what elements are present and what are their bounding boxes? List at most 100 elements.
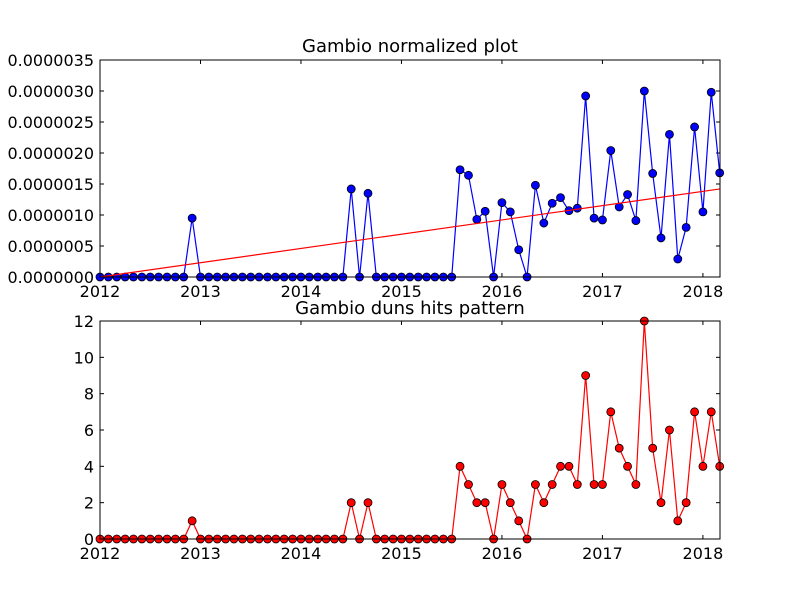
data-point bbox=[581, 371, 591, 380]
data-point bbox=[539, 498, 549, 508]
data-point bbox=[698, 207, 708, 217]
y-tick-label: 4 bbox=[84, 457, 94, 476]
y-tick-label: 0.0000015 bbox=[7, 175, 94, 194]
data-point bbox=[547, 198, 557, 208]
data-point bbox=[363, 498, 373, 508]
data-point bbox=[480, 206, 490, 216]
y-tick-label: 0.0000025 bbox=[7, 113, 94, 132]
y-tick-label: 2 bbox=[84, 494, 94, 513]
data-point bbox=[581, 91, 591, 101]
y-tick-label: 12 bbox=[74, 312, 94, 331]
data-point bbox=[690, 122, 699, 132]
x-tick-label: 2012 bbox=[80, 282, 121, 301]
data-point bbox=[656, 498, 666, 508]
data-point bbox=[505, 207, 515, 217]
data-point bbox=[656, 233, 666, 243]
x-tick-label: 2018 bbox=[683, 544, 724, 563]
y-tick-label: 0.0000020 bbox=[7, 144, 94, 163]
axes-frame bbox=[99, 59, 721, 278]
x-axis: 2012 2013 2014 2015 2016 2017 2018 bbox=[80, 321, 724, 563]
y-tick-label: 6 bbox=[84, 421, 94, 440]
data-point bbox=[673, 254, 683, 264]
data-point bbox=[464, 170, 473, 180]
y-tick-label: 8 bbox=[84, 385, 94, 404]
data-point bbox=[639, 86, 649, 96]
data-point bbox=[472, 498, 482, 508]
y-axis: 0 2 4 6 8 10 12 bbox=[74, 312, 720, 549]
x-tick-label: 2015 bbox=[381, 282, 422, 301]
y-tick-label: 0.0000035 bbox=[7, 51, 94, 70]
chart-hits: Gambio duns hits pattern 0 2 4 6 8 10 12 2012 2… bbox=[74, 298, 725, 563]
data-point bbox=[572, 203, 582, 213]
data-point bbox=[514, 245, 524, 255]
data-point bbox=[673, 516, 683, 526]
x-tick-label: 2013 bbox=[180, 282, 221, 301]
y-tick-label: 0 bbox=[84, 530, 94, 549]
y-tick-label: 10 bbox=[74, 348, 94, 367]
data-point bbox=[631, 216, 641, 225]
data-point bbox=[531, 180, 540, 190]
chart-normalized: Gambio normalized plot 0.0000000 0.000000… bbox=[7, 36, 725, 301]
data-point bbox=[606, 407, 616, 417]
x-tick-label: 2012 bbox=[80, 544, 121, 563]
data-point bbox=[665, 129, 674, 139]
data-point bbox=[556, 193, 565, 203]
x-tick-label: 2013 bbox=[180, 544, 221, 563]
data-point bbox=[623, 190, 632, 199]
data-point bbox=[346, 184, 356, 194]
data-point bbox=[648, 169, 658, 178]
chart-title: Gambio duns hits pattern bbox=[295, 298, 525, 319]
data-point bbox=[187, 213, 197, 223]
data-point bbox=[698, 461, 708, 471]
x-axis: 2012 2013 2014 2015 2016 2017 2018 bbox=[80, 60, 724, 301]
data-point bbox=[531, 480, 540, 489]
data-point bbox=[690, 407, 699, 417]
y-tick-label: 0.0000005 bbox=[7, 237, 94, 256]
x-tick-label: 2018 bbox=[683, 282, 724, 301]
data-point bbox=[572, 480, 582, 489]
data-point bbox=[514, 516, 524, 526]
data-point bbox=[497, 198, 507, 208]
x-tick-label: 2017 bbox=[582, 282, 623, 301]
data-point bbox=[623, 461, 632, 471]
data-point bbox=[614, 443, 624, 453]
data-point bbox=[363, 188, 373, 198]
y-tick-label: 0.0000010 bbox=[7, 206, 94, 225]
data-point bbox=[547, 480, 557, 489]
data-point bbox=[564, 461, 574, 471]
data-point bbox=[681, 498, 691, 508]
x-tick-label: 2014 bbox=[281, 544, 322, 563]
data-point bbox=[556, 461, 565, 471]
y-tick-label: 0.0000030 bbox=[7, 82, 94, 101]
x-tick-label: 2015 bbox=[381, 544, 422, 563]
data-point bbox=[631, 480, 641, 489]
data-point bbox=[187, 516, 197, 526]
data-point bbox=[455, 165, 465, 175]
chart-title: Gambio normalized plot bbox=[302, 36, 518, 57]
x-tick-label: 2014 bbox=[281, 282, 322, 301]
data-point bbox=[472, 214, 482, 224]
data-point bbox=[665, 425, 674, 435]
data-point bbox=[589, 213, 599, 223]
data-point bbox=[598, 215, 607, 225]
data-point bbox=[505, 498, 515, 508]
data-point bbox=[606, 146, 616, 155]
data-point bbox=[681, 222, 691, 232]
data-point bbox=[598, 480, 607, 489]
data-point bbox=[648, 443, 658, 453]
data-point bbox=[455, 461, 465, 471]
x-tick-label: 2016 bbox=[482, 544, 523, 563]
data-point bbox=[706, 87, 716, 97]
data-point bbox=[497, 480, 507, 489]
data-point bbox=[346, 498, 356, 508]
axes-frame bbox=[99, 320, 721, 540]
x-tick-label: 2016 bbox=[482, 282, 523, 301]
data-point bbox=[464, 480, 473, 489]
data-point bbox=[589, 480, 599, 489]
series-line bbox=[99, 188, 721, 278]
y-tick-label: 0.0000000 bbox=[7, 268, 94, 287]
data-point bbox=[539, 218, 549, 228]
data-point bbox=[706, 407, 716, 417]
